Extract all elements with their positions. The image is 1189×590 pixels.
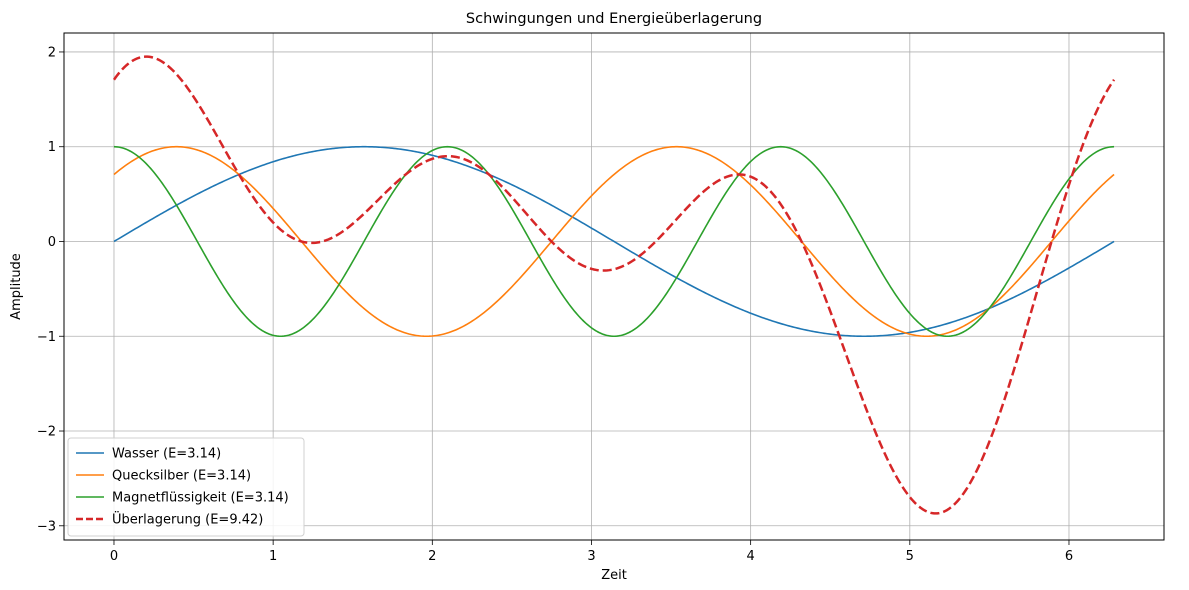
series-line-2 <box>113 145 1115 338</box>
legend-entry-2: Magnetflüssigkeit (E=3.14) <box>112 491 289 506</box>
x-tick-label: 0 <box>110 549 118 564</box>
x-axis-label: Zeit <box>601 568 627 583</box>
x-tick-label: 4 <box>747 549 755 564</box>
x-axis: 0 1 2 3 4 5 6 <box>110 540 1073 564</box>
series-line-3 <box>112 55 1116 515</box>
x-tick-label: 2 <box>428 549 436 564</box>
y-tick-label: −2 <box>37 425 56 440</box>
y-tick-label: 1 <box>48 140 56 155</box>
x-tick-label: 5 <box>906 549 914 564</box>
y-tick-label: 2 <box>48 45 56 60</box>
plot-frame <box>63 32 1165 541</box>
x-tick-label: 3 <box>587 549 595 564</box>
y-axis-label: Amplitude <box>9 253 24 320</box>
y-axis: −3 −2 −1 0 1 2 <box>37 45 64 534</box>
plot-lines <box>112 55 1116 515</box>
chart-title: Schwingungen und Energieüberlagerung <box>466 11 762 27</box>
legend-entry-1: Quecksilber (E=3.14) <box>112 469 251 484</box>
y-tick-label: −1 <box>37 330 56 345</box>
series-line-1 <box>113 145 1115 338</box>
y-tick-label: −3 <box>37 519 56 534</box>
legend-entry-0: Wasser (E=3.14) <box>112 447 221 462</box>
legend: Wasser (E=3.14) Quecksilber (E=3.14) Magne… <box>67 437 305 537</box>
series-line-0 <box>113 145 1115 338</box>
legend-entry-3: Überlagerung (E=9.42) <box>112 511 263 528</box>
x-tick-label: 1 <box>269 549 277 564</box>
x-tick-label: 6 <box>1065 549 1073 564</box>
legend-box <box>67 437 305 537</box>
y-tick-label: 0 <box>48 235 56 250</box>
